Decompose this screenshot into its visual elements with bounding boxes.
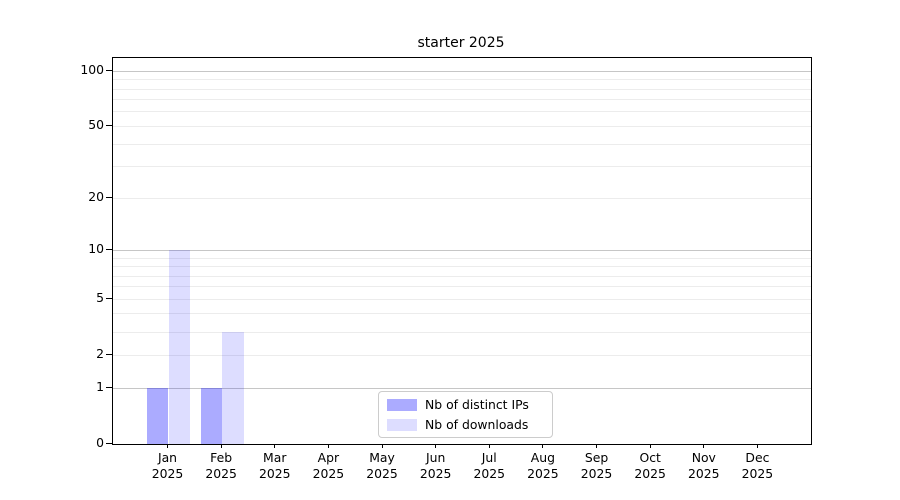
chart-title: starter 2025 <box>417 35 505 51</box>
x-tick-year: 2025 <box>258 465 291 481</box>
x-tick-month: Jun <box>425 450 446 465</box>
x-tick-mark <box>274 444 276 448</box>
x-tick-mark <box>435 444 437 448</box>
x-tick-year: 2025 <box>634 465 666 481</box>
gridline-minor <box>113 266 811 267</box>
gridline-minor <box>113 286 811 288</box>
x-tick-label-dec: Dec 2025 <box>729 450 785 481</box>
x-tick-mark <box>649 444 651 448</box>
x-tick-mark <box>596 444 598 448</box>
y-tick-mark <box>106 353 112 355</box>
legend-label: Nb of distinct IPs <box>425 396 529 412</box>
x-tick-year: 2025 <box>741 465 774 481</box>
x-tick-label-feb: Feb 2025 <box>193 450 249 481</box>
x-tick-year: 2025 <box>688 465 720 481</box>
y-tick-mark <box>106 297 112 299</box>
x-tick-label-may: May 2025 <box>354 450 410 481</box>
gridline-minor <box>113 331 811 333</box>
gridline-minor <box>113 88 811 90</box>
gridline-minor <box>113 143 811 145</box>
gridline-minor <box>113 275 811 277</box>
x-tick-month: Jul <box>481 450 497 465</box>
x-tick-label-nov: Nov 2025 <box>676 450 732 481</box>
gridline-minor <box>113 166 811 168</box>
gridline-major <box>113 387 811 389</box>
gridline-minor <box>113 99 811 101</box>
x-tick-label-jun: Jun 2025 <box>408 450 464 481</box>
x-tick-label-oct: Oct 2025 <box>622 450 678 481</box>
bar-nb-of-downloads-feb <box>222 332 244 444</box>
x-tick-mark <box>167 444 168 448</box>
legend-entry-nb-of-distinct-ips: Nb of distinct IPs <box>387 397 544 413</box>
x-tick-month: Dec <box>745 450 770 465</box>
x-tick-year: 2025 <box>205 465 237 481</box>
y-tick-label: 20 <box>88 189 104 205</box>
bar-nb-of-downloads-jan <box>168 250 190 444</box>
y-tick-label: 5 <box>96 290 104 306</box>
legend-swatch <box>387 398 417 411</box>
y-tick-label: 0 <box>96 435 104 450</box>
x-tick-mark <box>756 444 758 448</box>
gridline-minor <box>113 111 811 113</box>
y-tick-label: 100 <box>80 62 104 78</box>
y-tick-label: 1 <box>96 379 104 394</box>
plot-area <box>112 57 812 445</box>
x-tick-month: May <box>369 450 395 465</box>
y-tick-mark <box>106 196 112 198</box>
bar-nb-of-distinct-ips-feb <box>200 388 223 444</box>
x-tick-month: Jan <box>157 450 178 465</box>
x-tick-mark <box>220 444 222 448</box>
x-tick-mark <box>381 444 383 448</box>
legend-label: Nb of downloads <box>425 416 529 432</box>
x-tick-mark <box>488 444 490 448</box>
y-tick-mark <box>106 69 112 71</box>
x-tick-month: Sep <box>584 450 609 465</box>
y-tick-mark <box>106 248 112 250</box>
x-tick-label-mar: Mar 2025 <box>247 450 303 481</box>
x-tick-year: 2025 <box>473 465 506 481</box>
gridline-major <box>113 249 811 251</box>
legend-entry-nb-of-downloads: Nb of downloads <box>387 417 544 433</box>
x-tick-month: Apr <box>317 450 340 465</box>
x-tick-month: Aug <box>530 450 555 465</box>
gridline-minor <box>113 313 811 315</box>
x-tick-mark <box>542 444 544 448</box>
x-tick-mark <box>703 444 705 448</box>
x-tick-year: 2025 <box>312 465 345 481</box>
x-tick-year: 2025 <box>366 465 398 481</box>
x-tick-month: Mar <box>263 450 287 465</box>
y-tick-mark <box>106 442 112 444</box>
bar-nb-of-distinct-ips-jan <box>147 388 169 444</box>
x-tick-mark <box>327 444 329 448</box>
y-tick-mark <box>106 386 112 388</box>
gridline-minor <box>113 79 811 81</box>
gridline-minor <box>113 197 811 199</box>
x-tick-year: 2025 <box>151 465 184 481</box>
y-tick-mark <box>106 124 112 126</box>
x-tick-label-apr: Apr 2025 <box>300 450 356 481</box>
legend: Nb of distinct IPs Nb of downloads <box>378 391 553 438</box>
legend-swatch <box>387 418 417 431</box>
y-tick-label: 10 <box>88 241 104 257</box>
x-tick-label-jan: Jan 2025 <box>140 450 196 481</box>
y-tick-label: 50 <box>88 117 104 133</box>
x-tick-label-jul: Jul 2025 <box>461 450 517 481</box>
gridline-minor <box>113 354 811 356</box>
x-tick-month: Oct <box>639 450 661 465</box>
x-tick-year: 2025 <box>527 465 559 481</box>
x-tick-label-sep: Sep 2025 <box>569 450 625 481</box>
gridline-minor <box>113 257 811 259</box>
x-tick-month: Feb <box>210 450 233 465</box>
x-tick-label-aug: Aug 2025 <box>515 450 571 481</box>
gridline-minor <box>113 298 811 300</box>
x-tick-month: Nov <box>691 450 716 465</box>
gridline-minor <box>113 125 811 127</box>
x-tick-year: 2025 <box>580 465 613 481</box>
gridline-major <box>113 70 811 72</box>
x-tick-year: 2025 <box>419 465 452 481</box>
y-tick-label: 2 <box>96 346 104 362</box>
